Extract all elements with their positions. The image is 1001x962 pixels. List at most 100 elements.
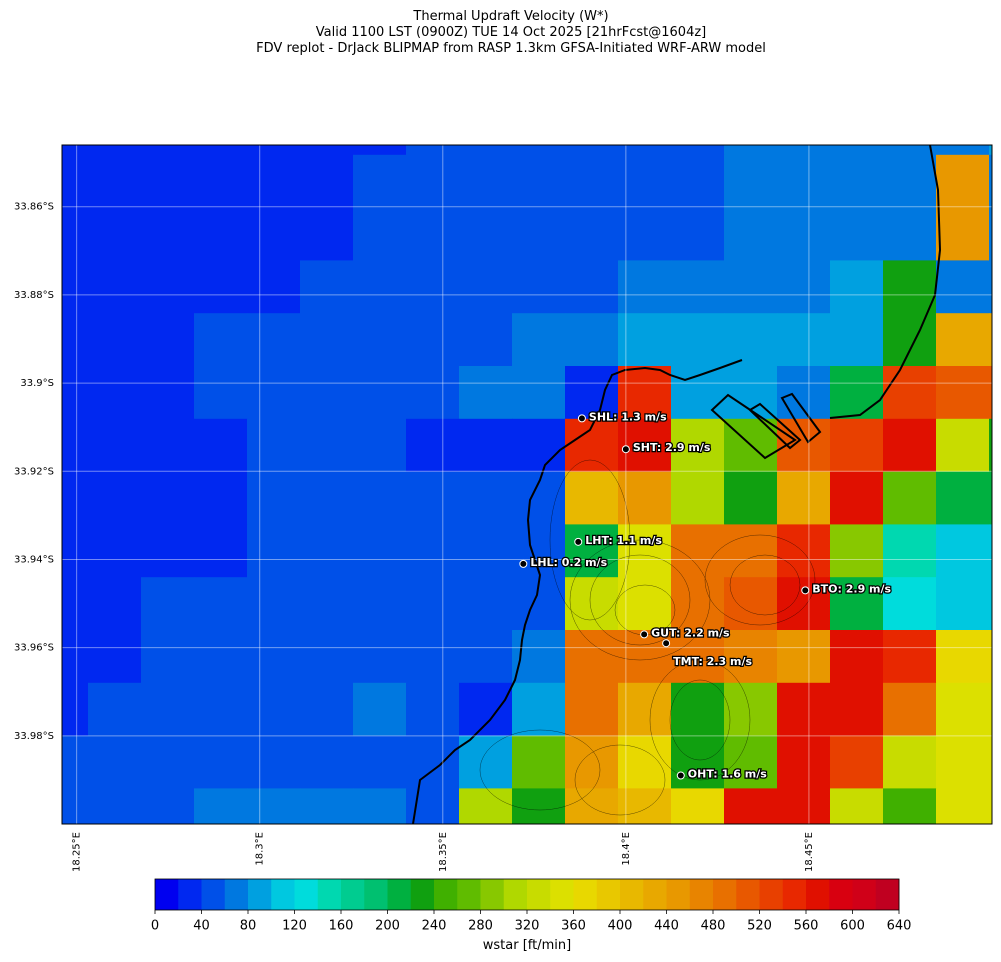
colorbar-swatch: [759, 879, 784, 910]
cell: [830, 471, 884, 525]
colorbar-tick-label: 80: [240, 919, 257, 934]
cell: [62, 682, 89, 737]
cell: [300, 788, 354, 824]
cell: [62, 577, 89, 631]
cell: [883, 471, 937, 525]
colorbar-swatch: [689, 879, 714, 910]
cell: [300, 577, 354, 631]
cell: [406, 630, 460, 684]
cell: [353, 260, 407, 314]
cell: [459, 313, 513, 367]
colorbar-swatch: [410, 879, 435, 910]
cell: [830, 577, 884, 631]
cell: [88, 313, 142, 367]
cell: [300, 313, 354, 367]
x-tick-label: 18.3°E: [255, 832, 266, 866]
cell: [194, 630, 248, 684]
colorbar-swatch: [875, 879, 900, 910]
colorbar-swatch: [736, 879, 760, 910]
cell: [565, 207, 619, 261]
cell: [62, 418, 89, 473]
cell: [88, 366, 142, 420]
cell: [88, 788, 142, 824]
colorbar-tick-label: 160: [329, 919, 354, 934]
cell: [883, 260, 937, 314]
cell: [194, 471, 248, 525]
cell: [936, 471, 990, 525]
station-point: [640, 630, 649, 639]
cell: [459, 418, 513, 473]
harbour: [710, 392, 822, 460]
colorbar-swatch: [387, 879, 412, 910]
cell: [989, 630, 992, 684]
cell: [141, 366, 195, 420]
cell: [936, 788, 990, 824]
colorbar-tick-label: 0: [151, 919, 159, 934]
title-line: Valid 1100 LST (0900Z) TUE 14 Oct 2025 […: [316, 25, 706, 40]
cell: [194, 145, 248, 156]
colorbar-swatch: [480, 879, 505, 910]
colorbar-swatch: [643, 879, 667, 910]
cell: [989, 313, 992, 367]
colorbar-swatch: [620, 879, 644, 910]
cell: [777, 682, 831, 737]
cell: [300, 207, 354, 261]
cell: [247, 471, 301, 525]
cell: [406, 524, 460, 578]
cell: [459, 366, 513, 420]
cell: [618, 471, 672, 525]
cell: [406, 145, 460, 156]
colorbar-swatch: [713, 879, 737, 910]
cell: [618, 735, 672, 789]
cell: [724, 145, 778, 156]
cell: [936, 682, 990, 737]
y-tick-label: 33.88°S: [14, 290, 54, 301]
axes: 18.25°E 18.3°E 18.35°E 18.4°E 18.45°E 33.86°S…: [14, 202, 815, 872]
colorbar-swatch: [178, 879, 202, 910]
cell: [353, 145, 407, 156]
cell: [777, 260, 831, 314]
cell: [62, 630, 89, 684]
cell: [88, 524, 142, 578]
colorbar-swatch: [248, 879, 272, 910]
cell: [62, 524, 89, 578]
cell: [300, 418, 354, 473]
colorbar-swatch: [317, 879, 342, 910]
cell: [830, 145, 884, 156]
colorbar-tick-label: 600: [840, 919, 865, 934]
cell: [936, 366, 990, 420]
cell: [936, 418, 990, 473]
cell: [194, 418, 248, 473]
cell: [247, 260, 301, 314]
colorbar-swatch: [201, 879, 226, 910]
colorbar-swatch: [527, 879, 551, 910]
cell: [406, 260, 460, 314]
cell: [141, 471, 195, 525]
cell: [671, 630, 725, 684]
cell: [777, 577, 831, 631]
colorbar-swatch: [806, 879, 830, 910]
cell: [936, 577, 990, 631]
colorbar-tick-label: 640: [887, 919, 912, 934]
station-point: [662, 639, 671, 648]
cell: [936, 735, 990, 789]
cell: [300, 145, 354, 156]
cell: [671, 471, 725, 525]
cell: [459, 145, 513, 156]
cell: [883, 207, 937, 261]
station-label: SHT: 2.9 m/s: [633, 441, 711, 454]
cell: [565, 366, 619, 420]
cell: [936, 313, 990, 367]
cell: [247, 577, 301, 631]
cell: [512, 471, 566, 525]
cell: [247, 735, 301, 789]
station-point: [577, 414, 586, 423]
station-label: BTO: 2.9 m/s: [812, 582, 891, 595]
cell: [194, 788, 248, 824]
cell: [883, 366, 937, 420]
cell: [777, 145, 831, 156]
colorbar-swatch: [829, 879, 853, 910]
cell: [671, 524, 725, 578]
cell: [936, 524, 990, 578]
cell: [989, 418, 992, 473]
